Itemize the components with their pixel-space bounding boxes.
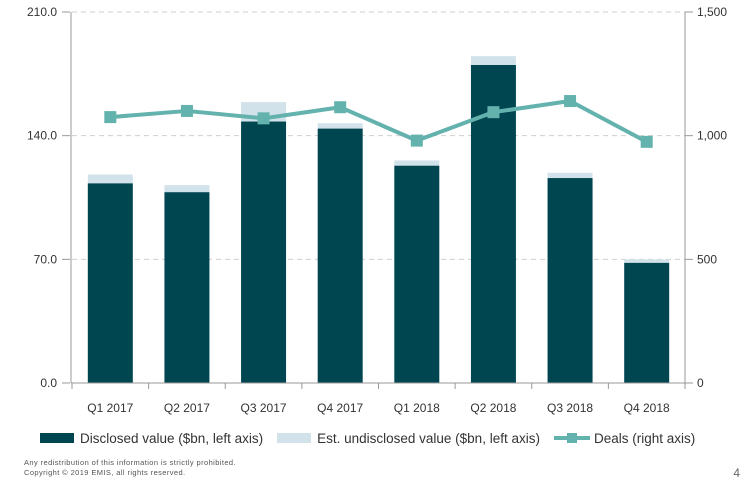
- bar-undisclosed: [470, 56, 516, 65]
- x-axis-tick-label: Q1 2018: [394, 401, 440, 415]
- legend-label-undisclosed: Est. undisclosed value ($bn, left axis): [317, 430, 540, 446]
- bar-disclosed: [164, 192, 210, 383]
- x-axis-tick-label: Q4 2017: [317, 401, 363, 415]
- x-axis-tick-label: Q2 2018: [470, 401, 516, 415]
- deals-marker: [410, 134, 423, 147]
- deals-marker: [180, 104, 193, 117]
- bar-undisclosed: [87, 174, 133, 184]
- left-axis-tick-label: 70.0: [34, 252, 58, 266]
- x-axis-tick-label: Q1 2017: [87, 401, 133, 415]
- bar-undisclosed: [547, 172, 593, 179]
- footnote-line-2: Copyright © 2019 EMIS, all rights reserv…: [24, 468, 186, 477]
- deals-marker: [257, 112, 270, 125]
- deals-marker: [564, 95, 577, 108]
- legend-swatch-undisclosed: [277, 433, 312, 443]
- deals-marker: [104, 111, 117, 124]
- x-axis-tick-label: Q4 2018: [624, 401, 670, 415]
- bar-disclosed: [317, 128, 363, 383]
- x-axis-tick-label: Q3 2017: [241, 401, 287, 415]
- legend-item-deals: Deals (right axis): [553, 430, 696, 446]
- right-axis-tick-label: 1,500: [697, 5, 727, 19]
- legend-item-disclosed: Disclosed value ($bn, left axis): [40, 431, 263, 446]
- footnote: Any redistribution of this information i…: [24, 458, 236, 478]
- legend-label-disclosed: Disclosed value ($bn, left axis): [80, 430, 264, 446]
- deals-marker: [640, 135, 653, 148]
- deals-marker: [334, 101, 347, 114]
- bar-disclosed: [87, 183, 133, 383]
- x-axis-tick-label: Q3 2018: [547, 401, 593, 415]
- footnote-line-1: Any redistribution of this information i…: [24, 458, 236, 467]
- legend-swatch-deals: [553, 433, 590, 443]
- left-axis-tick-label: 140.0: [27, 129, 57, 143]
- bar-undisclosed: [317, 123, 363, 129]
- legend-label-deals: Deals (right axis): [593, 430, 696, 446]
- right-axis-tick-label: 500: [697, 252, 717, 266]
- chart-legend: Disclosed value ($bn, left axis) Est. un…: [40, 428, 740, 448]
- bar-disclosed: [241, 121, 287, 384]
- bar-undisclosed: [624, 259, 670, 263]
- x-axis-tick-label: Q2 2017: [164, 401, 210, 415]
- left-axis-tick-label: 0.0: [40, 376, 57, 390]
- legend-swatch-disclosed: [40, 433, 74, 443]
- bar-disclosed: [394, 165, 440, 383]
- bar-disclosed: [547, 178, 593, 383]
- legend-item-undisclosed: Est. undisclosed value ($bn, left axis): [277, 431, 540, 446]
- chart-svg: 0.0 70.0 140.0 210.0 0 500 1,000 1,500 Q1 2017 Q2…: [27, 5, 727, 415]
- page-number: 4: [733, 466, 740, 480]
- deals-marker: [487, 106, 500, 119]
- left-axis-tick-label: 210.0: [27, 5, 57, 19]
- right-axis-tick-label: 1,000: [697, 129, 727, 143]
- bar-undisclosed: [164, 185, 210, 193]
- bar-undisclosed: [394, 160, 440, 166]
- bar-disclosed: [624, 262, 670, 383]
- right-axis-tick-label: 0: [697, 376, 704, 390]
- deals-line: [110, 99, 648, 144]
